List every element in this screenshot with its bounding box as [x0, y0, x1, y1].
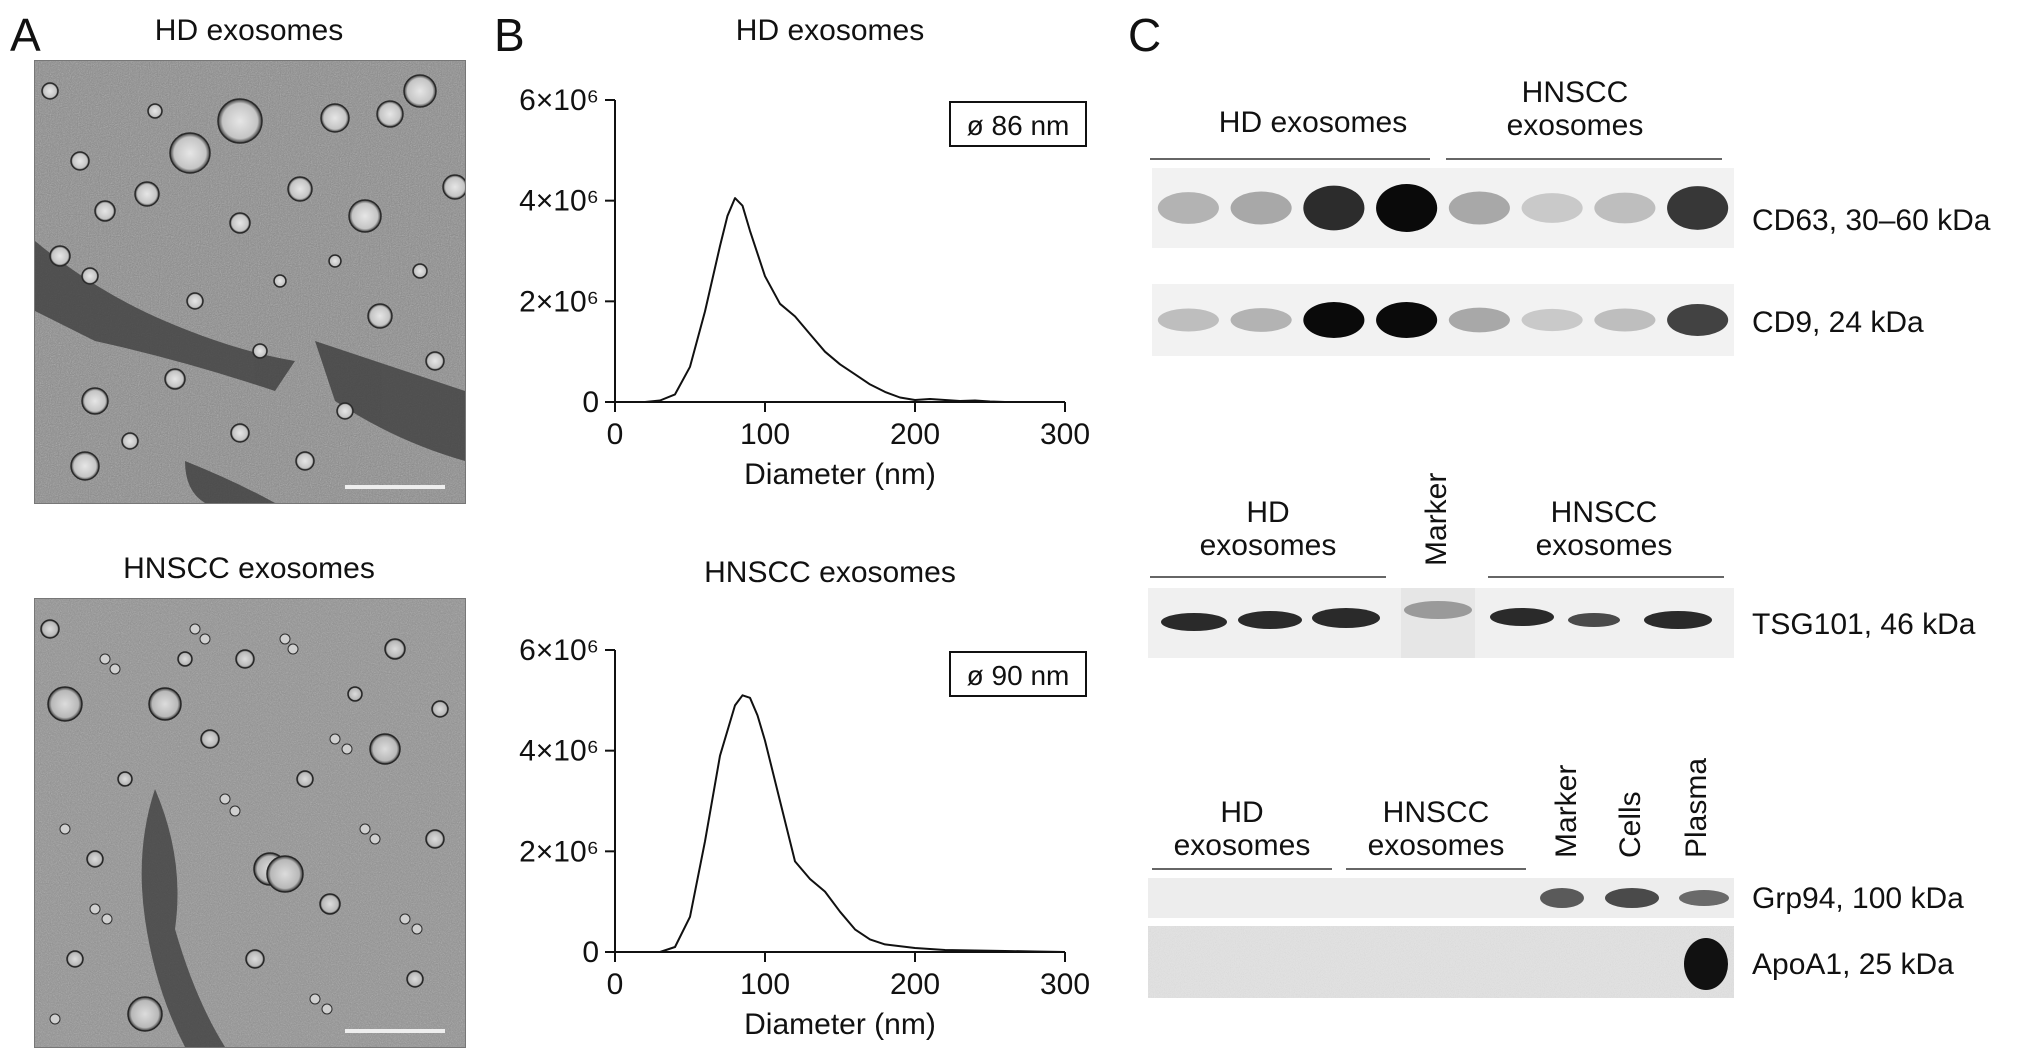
- panel-c-letter: C: [1128, 9, 1162, 61]
- blot-band: [1157, 192, 1219, 224]
- y-tick-label: 2×10⁶: [519, 285, 599, 318]
- x-tick-label: 300: [1040, 418, 1090, 451]
- blot1-group-hnscc: HNSCC exosomes: [1506, 76, 1644, 142]
- blot-band: [1448, 307, 1510, 333]
- blot3-rule-hnscc: [1346, 868, 1526, 870]
- apoa1-label: ApoA1, 25 kDa: [1752, 948, 1954, 981]
- grp94-blot: [1148, 878, 1734, 918]
- x-tick-label: 100: [740, 418, 790, 451]
- cd63-label: CD63, 30–60 kDa: [1752, 204, 1991, 237]
- panel-b-bottom-title: HNSCC exosomes: [704, 556, 956, 589]
- grp94-label: Grp94, 100 kDa: [1752, 882, 1964, 915]
- panel-b-letter: B: [494, 9, 525, 61]
- x-tick-label: 0: [607, 418, 624, 451]
- blot-band: [1376, 184, 1438, 232]
- blot2-rule-hnscc: [1488, 576, 1724, 578]
- blot-band: [1521, 193, 1583, 223]
- y-tick-label: 6×10⁶: [519, 634, 599, 667]
- blot-band: [1376, 302, 1438, 338]
- blot-band: [1594, 308, 1656, 332]
- y-tick-label: 4×10⁶: [519, 735, 599, 768]
- blot-band: [1521, 308, 1583, 332]
- mean-diameter-label: ø 90 nm: [967, 660, 1070, 691]
- panel-a-letter: A: [10, 9, 41, 61]
- y-tick-label: 2×10⁶: [519, 835, 599, 868]
- size-distribution-line: [615, 694, 1066, 953]
- tem-image-hnscc: [34, 598, 466, 1048]
- cd63-blot: [1152, 168, 1734, 248]
- blot3-group-hnscc: HNSCC exosomes: [1367, 796, 1505, 862]
- blot-band: [1157, 308, 1219, 332]
- x-tick-label: 200: [890, 418, 940, 451]
- blot-band: [1303, 302, 1365, 338]
- x-axis-label: Diameter (nm): [744, 458, 936, 491]
- blot-band: [1667, 304, 1729, 336]
- vesicles: [41, 74, 465, 481]
- tem-image-hd: [34, 60, 466, 504]
- x-tick-label: 0: [607, 968, 624, 1001]
- blot-band: [1230, 308, 1292, 332]
- tsg101-label: TSG101, 46 kDa: [1752, 608, 1976, 641]
- y-tick-label: 0: [582, 936, 599, 969]
- blot2-group-hnscc: HNSCC exosomes: [1535, 496, 1673, 562]
- blot1-rule-hd: [1150, 158, 1430, 160]
- blot-band: [1448, 191, 1510, 225]
- cd9-label: CD9, 24 kDa: [1752, 306, 1924, 339]
- y-tick-label: 4×10⁶: [519, 185, 599, 218]
- blot2-rule-hd: [1150, 576, 1386, 578]
- size-distribution-chart-hnscc: 0 100 200 300 0 2×10⁶ 4×10⁶ 6×10⁶ Diameter (nm) ø…: [490, 630, 1110, 1055]
- y-tick-label: 0: [582, 386, 599, 419]
- blot2-group-hd: HD exosomes: [1199, 496, 1337, 562]
- blot1-group-hd: HD exosomes: [1218, 106, 1408, 139]
- panel-a-bottom-title: HNSCC exosomes: [123, 552, 375, 585]
- blot-band: [1303, 185, 1365, 231]
- blot3-group-hd: HD exosomes: [1173, 796, 1311, 862]
- y-tick-label: 6×10⁶: [519, 84, 599, 117]
- tsg101-blot: [1148, 588, 1734, 658]
- blot3-lane-plasma: Plasma: [1680, 757, 1713, 858]
- blot3-rule-hd: [1152, 868, 1332, 870]
- blot1-rule-hnscc: [1446, 158, 1722, 160]
- panel-b-top-title: HD exosomes: [735, 14, 925, 47]
- blot3-lane-cells: Cells: [1614, 791, 1647, 858]
- mean-diameter-box: [949, 101, 1087, 147]
- blot3-lane-marker: Marker: [1550, 764, 1583, 858]
- mean-diameter-label: ø 86 nm: [967, 110, 1070, 141]
- mean-diameter-box: [949, 651, 1087, 697]
- vesicles: [40, 619, 449, 1032]
- x-tick-label: 300: [1040, 968, 1090, 1001]
- size-distribution-line: [615, 197, 1006, 403]
- blot-band: [1667, 186, 1729, 230]
- size-distribution-chart-hd: 0 100 200 300 0 2×10⁶ 4×10⁶ 6×10⁶ Diameter (nm) ø…: [490, 80, 1110, 505]
- x-axis-label: Diameter (nm): [744, 1008, 936, 1041]
- blot-band: [1230, 191, 1292, 225]
- x-tick-label: 200: [890, 968, 940, 1001]
- cd9-blot: [1152, 284, 1734, 356]
- panel-a-top-title: HD exosomes: [154, 14, 344, 47]
- x-tick-label: 100: [740, 968, 790, 1001]
- apoa1-blot: [1148, 926, 1734, 998]
- blot-band: [1594, 192, 1656, 224]
- blot2-marker-label: Marker: [1420, 472, 1453, 566]
